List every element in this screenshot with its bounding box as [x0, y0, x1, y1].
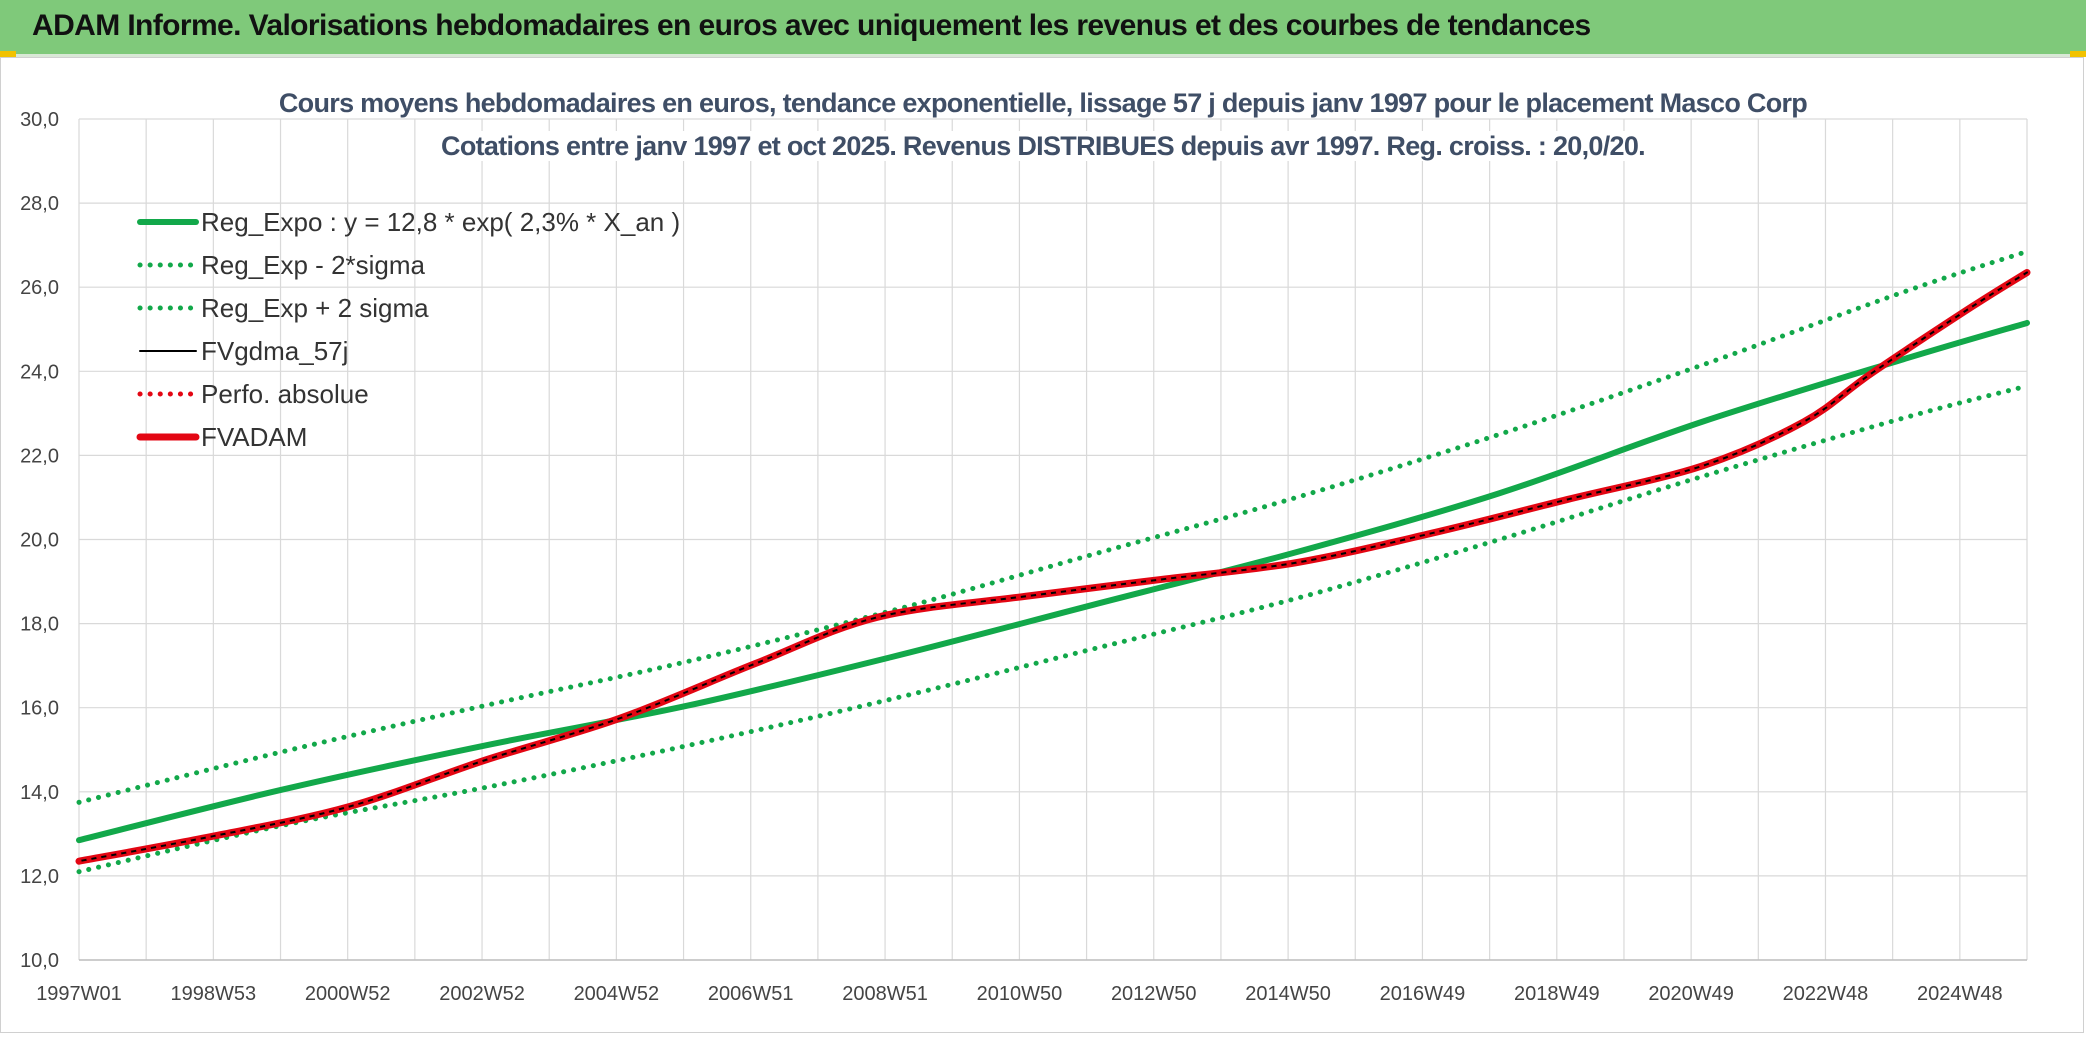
chart-legend: Reg_Expo : y = 12,8 * exp( 2,3% * X_an )… — [136, 207, 680, 452]
corner-marker-left — [0, 51, 16, 57]
x-tick-label: 2022W48 — [1783, 983, 1869, 1005]
x-tick-label: 2014W50 — [1245, 983, 1331, 1005]
legend-label: Reg_Expo : y = 12,8 * exp( 2,3% * X_an ) — [201, 207, 680, 237]
chart-subtitle: Cotations entre janv 1997 et oct 2025. R… — [0, 131, 2086, 162]
y-tick-label: 28,0 — [20, 193, 59, 215]
y-axis-ticks: 10,0 12,0 14,0 16,0 18,0 20,0 22,0 24,0 26,0 28,0… — [20, 109, 59, 972]
legend-label: FVgdma_57j — [201, 336, 348, 366]
chart-title: Cours moyens hebdomadaires en euros, ten… — [0, 88, 2086, 119]
x-tick-label: 2016W49 — [1380, 983, 1466, 1005]
y-tick-label: 12,0 — [20, 866, 59, 888]
x-tick-label: 2008W51 — [842, 983, 928, 1005]
series-line-2 — [76, 248, 2030, 805]
x-tick-label: 2018W49 — [1514, 983, 1600, 1005]
y-tick-label: 16,0 — [20, 698, 59, 720]
x-tick-label: 2004W52 — [574, 983, 660, 1005]
report-title: ADAM Informe. Valorisations hebdomadaire… — [32, 9, 1591, 42]
x-tick-label: 2020W49 — [1648, 983, 1734, 1005]
x-tick-label: 2024W48 — [1917, 983, 2003, 1005]
x-tick-label: 1998W53 — [171, 983, 257, 1005]
chart-series — [75, 248, 2031, 875]
x-tick-label: 2012W50 — [1111, 983, 1197, 1005]
y-tick-label: 20,0 — [20, 530, 59, 552]
report-header-bar: ADAM Informe. Valorisations hebdomadaire… — [0, 0, 2086, 57]
corner-marker-right — [2070, 51, 2086, 57]
y-tick-label: 24,0 — [20, 361, 59, 383]
x-tick-label: 2002W52 — [439, 983, 525, 1005]
x-tick-label: 1997W01 — [36, 983, 122, 1005]
series-line-0 — [76, 319, 2030, 844]
chart-grid — [78, 118, 2028, 961]
legend-label: Reg_Exp + 2 sigma — [201, 293, 429, 323]
y-tick-label: 14,0 — [20, 782, 59, 804]
legend-label: FVADAM — [201, 422, 307, 452]
x-tick-label: 2006W51 — [708, 983, 794, 1005]
y-tick-label: 10,0 — [20, 950, 59, 972]
series-line-4 — [76, 269, 2030, 864]
legend-label: Reg_Exp - 2*sigma — [201, 250, 426, 280]
legend-label: Perfo. absolue — [201, 379, 369, 409]
y-tick-label: 26,0 — [20, 277, 59, 299]
series-line-1 — [76, 383, 2030, 875]
y-tick-label: 18,0 — [20, 614, 59, 636]
y-tick-label: 30,0 — [20, 109, 59, 131]
x-axis-ticks: 1997W01 1998W53 2000W52 2002W52 2004W52 2006W… — [36, 983, 2002, 1005]
x-tick-label: 2010W50 — [977, 983, 1063, 1005]
x-tick-label: 2000W52 — [305, 983, 391, 1005]
y-tick-label: 22,0 — [20, 445, 59, 467]
